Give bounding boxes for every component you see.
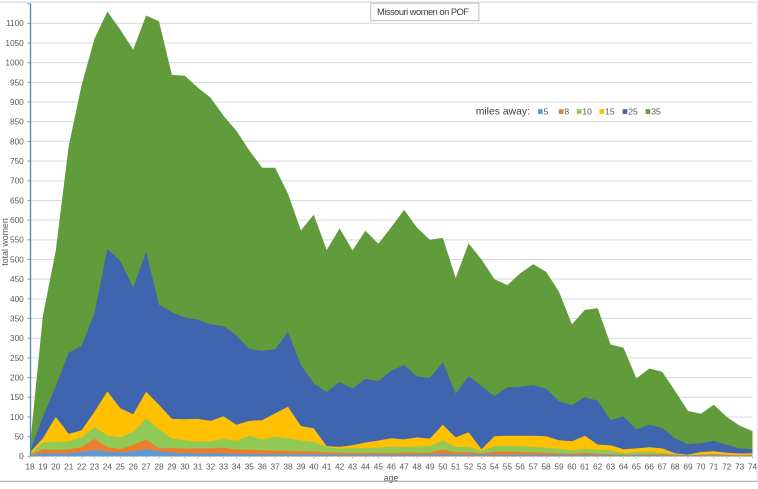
svg-text:29: 29 xyxy=(167,462,177,472)
svg-text:70: 70 xyxy=(696,462,706,472)
svg-text:43: 43 xyxy=(348,462,358,472)
svg-text:600: 600 xyxy=(10,215,24,225)
svg-text:27: 27 xyxy=(141,462,151,472)
svg-text:400: 400 xyxy=(10,294,24,304)
svg-text:54: 54 xyxy=(490,462,500,472)
svg-text:500: 500 xyxy=(10,254,24,264)
svg-text:56: 56 xyxy=(516,462,526,472)
svg-text:miles away:: miles away: xyxy=(476,107,530,118)
svg-text:35: 35 xyxy=(245,462,255,472)
svg-text:62: 62 xyxy=(593,462,603,472)
svg-text:350: 350 xyxy=(10,313,24,323)
svg-text:33: 33 xyxy=(219,462,229,472)
svg-text:1100: 1100 xyxy=(6,18,24,28)
svg-text:23: 23 xyxy=(90,462,100,472)
svg-text:18: 18 xyxy=(25,462,35,472)
svg-text:64: 64 xyxy=(619,462,629,472)
svg-text:10: 10 xyxy=(582,106,592,116)
svg-text:66: 66 xyxy=(645,462,655,472)
svg-text:25: 25 xyxy=(628,106,638,116)
svg-text:38: 38 xyxy=(283,462,293,472)
svg-text:40: 40 xyxy=(309,462,319,472)
svg-text:52: 52 xyxy=(464,462,474,472)
svg-text:50: 50 xyxy=(15,432,25,442)
svg-text:60: 60 xyxy=(567,462,577,472)
svg-text:42: 42 xyxy=(335,462,345,472)
svg-text:71: 71 xyxy=(709,462,719,472)
svg-text:22: 22 xyxy=(77,462,87,472)
svg-text:100: 100 xyxy=(10,412,24,422)
svg-text:1000: 1000 xyxy=(5,58,24,68)
svg-text:200: 200 xyxy=(10,372,24,382)
svg-text:48: 48 xyxy=(412,462,422,472)
svg-text:61: 61 xyxy=(580,462,590,472)
svg-text:age: age xyxy=(384,473,399,483)
svg-text:700: 700 xyxy=(10,176,24,186)
svg-text:55: 55 xyxy=(503,462,513,472)
svg-text:850: 850 xyxy=(10,117,24,127)
svg-text:36: 36 xyxy=(258,462,268,472)
svg-text:51: 51 xyxy=(451,462,461,472)
svg-text:8: 8 xyxy=(564,106,569,116)
svg-text:58: 58 xyxy=(541,462,551,472)
svg-text:49: 49 xyxy=(425,462,435,472)
svg-text:53: 53 xyxy=(477,462,487,472)
svg-text:300: 300 xyxy=(10,333,24,343)
svg-text:950: 950 xyxy=(10,77,24,87)
svg-text:65: 65 xyxy=(632,462,642,472)
svg-text:41: 41 xyxy=(322,462,332,472)
svg-text:5: 5 xyxy=(544,106,549,116)
svg-text:150: 150 xyxy=(10,392,24,402)
svg-text:1050: 1050 xyxy=(5,38,24,48)
svg-text:750: 750 xyxy=(10,156,24,166)
svg-text:250: 250 xyxy=(10,353,24,363)
svg-text:32: 32 xyxy=(206,462,216,472)
svg-text:47: 47 xyxy=(400,462,410,472)
svg-text:35: 35 xyxy=(651,106,661,116)
svg-text:15: 15 xyxy=(605,106,615,116)
svg-text:37: 37 xyxy=(271,462,281,472)
svg-text:25: 25 xyxy=(116,462,126,472)
svg-text:50: 50 xyxy=(438,462,448,472)
svg-text:69: 69 xyxy=(683,462,693,472)
svg-text:20: 20 xyxy=(51,462,61,472)
svg-text:total women: total women xyxy=(0,218,10,266)
svg-text:30: 30 xyxy=(180,462,190,472)
svg-text:73: 73 xyxy=(735,462,745,472)
svg-text:900: 900 xyxy=(10,97,24,107)
svg-text:46: 46 xyxy=(387,462,397,472)
svg-text:74: 74 xyxy=(748,462,758,472)
svg-text:67: 67 xyxy=(658,462,668,472)
svg-text:450: 450 xyxy=(10,274,24,284)
svg-text:26: 26 xyxy=(129,462,139,472)
svg-text:63: 63 xyxy=(606,462,616,472)
svg-text:21: 21 xyxy=(64,462,74,472)
svg-text:45: 45 xyxy=(374,462,384,472)
svg-text:550: 550 xyxy=(10,235,24,245)
svg-text:44: 44 xyxy=(361,462,371,472)
svg-text:39: 39 xyxy=(296,462,306,472)
svg-text:24: 24 xyxy=(103,462,113,472)
svg-text:31: 31 xyxy=(193,462,203,472)
svg-text:0: 0 xyxy=(19,451,24,461)
svg-text:Missouri women on POF: Missouri women on POF xyxy=(377,7,469,17)
svg-text:72: 72 xyxy=(722,462,732,472)
svg-text:68: 68 xyxy=(670,462,680,472)
svg-text:59: 59 xyxy=(554,462,564,472)
svg-text:28: 28 xyxy=(154,462,164,472)
svg-text:19: 19 xyxy=(38,462,48,472)
svg-text:650: 650 xyxy=(10,195,24,205)
svg-text:57: 57 xyxy=(529,462,539,472)
svg-text:34: 34 xyxy=(232,462,242,472)
svg-text:800: 800 xyxy=(10,136,24,146)
